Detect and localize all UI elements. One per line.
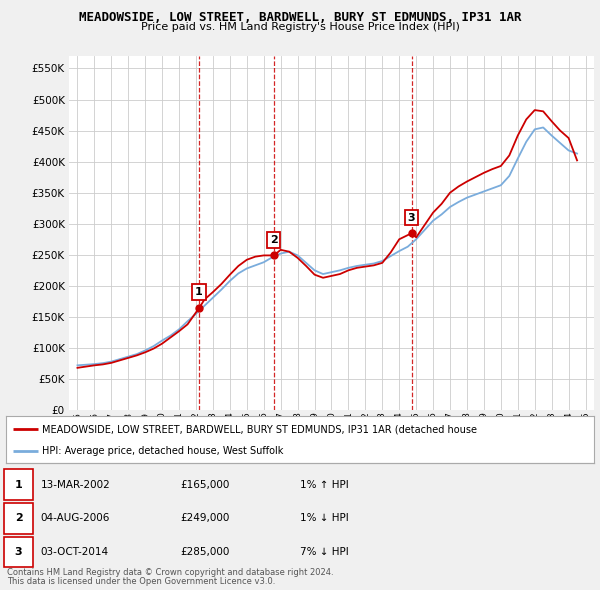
- Text: 3: 3: [15, 547, 22, 557]
- Text: £165,000: £165,000: [180, 480, 229, 490]
- Text: MEADOWSIDE, LOW STREET, BARDWELL, BURY ST EDMUNDS, IP31 1AR: MEADOWSIDE, LOW STREET, BARDWELL, BURY S…: [79, 11, 521, 24]
- Text: 1% ↓ HPI: 1% ↓ HPI: [300, 513, 349, 523]
- Text: £285,000: £285,000: [180, 547, 229, 557]
- Text: 1: 1: [15, 480, 22, 490]
- Text: 2: 2: [269, 235, 277, 245]
- Text: Contains HM Land Registry data © Crown copyright and database right 2024.: Contains HM Land Registry data © Crown c…: [7, 568, 334, 576]
- Text: MEADOWSIDE, LOW STREET, BARDWELL, BURY ST EDMUNDS, IP31 1AR (detached house: MEADOWSIDE, LOW STREET, BARDWELL, BURY S…: [43, 424, 478, 434]
- Text: This data is licensed under the Open Government Licence v3.0.: This data is licensed under the Open Gov…: [7, 577, 275, 586]
- Text: 03-OCT-2014: 03-OCT-2014: [41, 547, 109, 557]
- Text: 3: 3: [408, 212, 415, 222]
- Text: 2: 2: [15, 513, 22, 523]
- Text: 1% ↑ HPI: 1% ↑ HPI: [300, 480, 349, 490]
- Text: 7% ↓ HPI: 7% ↓ HPI: [300, 547, 349, 557]
- Text: 04-AUG-2006: 04-AUG-2006: [41, 513, 110, 523]
- Text: HPI: Average price, detached house, West Suffolk: HPI: Average price, detached house, West…: [43, 447, 284, 456]
- Text: 1: 1: [195, 287, 203, 297]
- Text: Price paid vs. HM Land Registry's House Price Index (HPI): Price paid vs. HM Land Registry's House …: [140, 22, 460, 32]
- Text: £249,000: £249,000: [180, 513, 229, 523]
- Text: 13-MAR-2002: 13-MAR-2002: [41, 480, 110, 490]
